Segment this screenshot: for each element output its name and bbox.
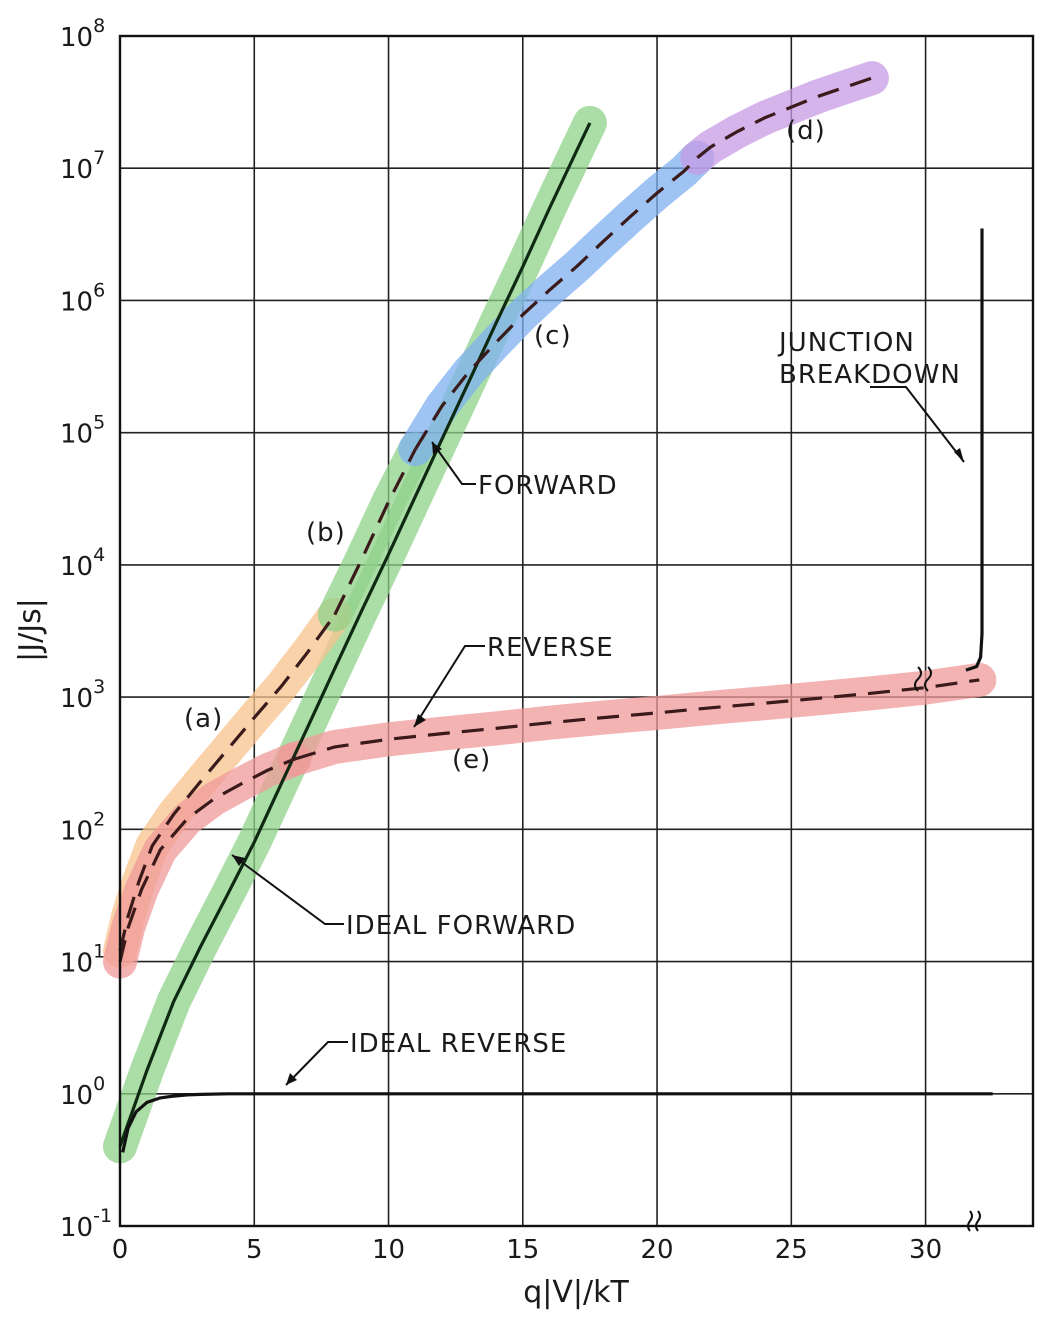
x-tick-label: 10 <box>372 1235 405 1265</box>
y-tick-label: 102 <box>60 808 105 846</box>
annot-forward: FORWARD <box>478 471 618 501</box>
break-mark-curve <box>914 666 932 692</box>
annot-reverse: REVERSE <box>487 633 614 663</box>
y-tick-label: 108 <box>60 15 105 53</box>
axis-break-marks <box>914 666 981 1232</box>
leader-ideal-forward <box>231 854 344 925</box>
x-tick-label: 30 <box>909 1235 942 1265</box>
arrow-ideal-forward <box>232 855 245 866</box>
x-tick-label: 15 <box>506 1235 539 1265</box>
leader-lines <box>231 386 965 1086</box>
highlight-bands <box>103 61 997 1164</box>
series-ideal_forward <box>118 122 592 1147</box>
label-c: (c) <box>534 321 572 351</box>
leader-ideal-reverse <box>285 1041 348 1086</box>
arrow-ideal-reverse <box>286 1073 297 1085</box>
annot-ideal-forward: IDEAL FORWARD <box>346 911 576 941</box>
y-tick-label: 104 <box>60 544 105 582</box>
annot-junction: JUNCTION <box>777 328 915 358</box>
arrow-junction <box>954 448 964 462</box>
arrow-forward <box>432 442 442 455</box>
curves <box>118 76 993 1153</box>
y-tick-label: 100 <box>60 1073 105 1111</box>
y-tick-label: 103 <box>60 676 105 714</box>
x-axis-title: q|V|/kT <box>523 1275 629 1310</box>
x-tick-label: 25 <box>775 1235 808 1265</box>
arrow-reverse <box>414 714 426 727</box>
highlight-d <box>680 61 889 175</box>
y-tick-label: 107 <box>60 147 105 185</box>
series-e_low <box>118 757 296 962</box>
x-tick-label: 5 <box>246 1235 263 1265</box>
x-tick-label: 20 <box>641 1235 674 1265</box>
annot-ideal-reverse: IDEAL REVERSE <box>350 1029 567 1059</box>
plot-frame <box>118 34 1035 1228</box>
y-tick-label: 105 <box>60 412 105 450</box>
y-tick-label: 106 <box>60 279 105 317</box>
series-e <box>294 678 980 761</box>
label-d: (d) <box>786 116 826 146</box>
y-tick-label: 101 <box>60 941 105 979</box>
y-tick-label: 10-1 <box>60 1205 112 1243</box>
label-a: (a) <box>184 704 223 734</box>
x-tick-labels: 0 5 10 15 20 25 30 <box>112 1235 942 1265</box>
label-b: (b) <box>306 518 346 548</box>
series-breakdown <box>965 228 984 672</box>
annot-breakdown: BREAKDOWN <box>779 360 961 390</box>
series-c <box>414 156 699 451</box>
break-mark-axis <box>967 1210 981 1232</box>
y-tick-labels: 10-1 100 101 102 103 104 105 106 107 108 <box>60 15 112 1243</box>
leader-junction <box>870 386 965 463</box>
series-a <box>118 613 337 952</box>
x-tick-label: 0 <box>112 1235 129 1265</box>
series-ideal_reverse <box>121 1092 993 1153</box>
label-e: (e) <box>452 745 491 775</box>
y-axis-title: |J/Js| <box>13 598 48 662</box>
series-b <box>333 448 417 616</box>
leader-forward <box>431 441 476 485</box>
grid <box>119 35 1033 1227</box>
leader-arrowheads <box>232 442 964 1085</box>
leader-reverse <box>413 645 485 728</box>
